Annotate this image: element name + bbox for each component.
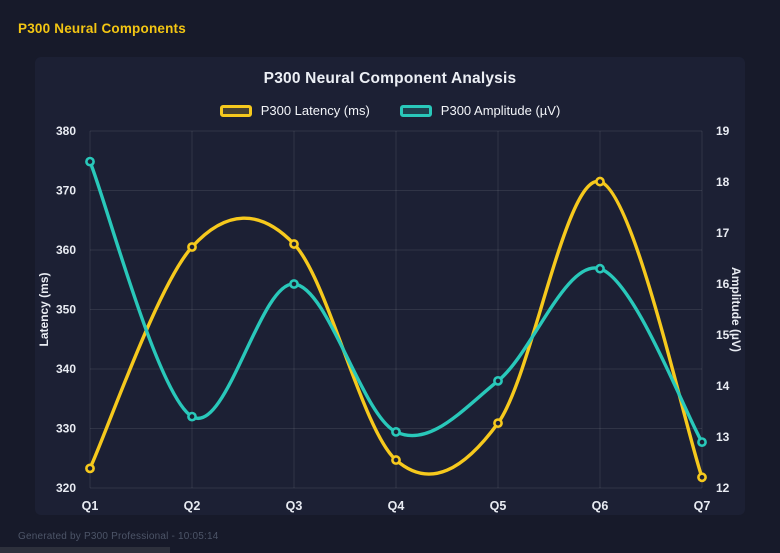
left-axis-tick-label: 330 — [56, 422, 76, 436]
legend-item-amplitude[interactable]: P300 Amplitude (µV) — [399, 103, 561, 118]
latency-point-q3[interactable] — [289, 239, 299, 249]
right-axis-tick-label: 19 — [716, 124, 730, 138]
x-axis-tick-label: Q1 — [82, 499, 99, 513]
left-axis-title: Latency (ms) — [37, 272, 51, 346]
bottom-edge-strip — [0, 547, 170, 553]
latency-legend-swatch — [219, 104, 252, 117]
right-axis-tick-label: 12 — [716, 481, 730, 495]
amplitude-point-q1[interactable] — [85, 156, 95, 167]
right-axis-tick-label: 16 — [716, 277, 730, 291]
legend-label: P300 Amplitude (µV) — [440, 103, 561, 118]
latency-point-q4[interactable] — [391, 455, 401, 465]
chart-card: 320 330 340 350 360 370 380 12 13 14 15 16 17 18 19 Q1 Q… — [35, 57, 745, 515]
legend-item-latency[interactable]: P300 Latency (ms) — [219, 103, 370, 118]
left-axis-tick-label: 350 — [56, 303, 76, 317]
x-axis-tick-label: Q2 — [184, 499, 201, 513]
amplitude-point-q2[interactable] — [187, 411, 197, 422]
right-axis-title: Amplitude (µV) — [729, 267, 743, 352]
amplitude-point-q3[interactable] — [289, 279, 299, 289]
x-axis-tick-label: Q3 — [286, 499, 303, 513]
chart-canvas: 320 330 340 350 360 370 380 12 13 14 15 16 17 18 19 Q1 Q… — [37, 124, 743, 513]
page-title: P300 Neural Components — [18, 21, 186, 36]
latency-point-q5[interactable] — [493, 418, 503, 429]
x-axis-tick-label: Q5 — [490, 499, 507, 513]
right-axis-tick-label: 13 — [716, 430, 730, 444]
latency-point-q7[interactable] — [697, 472, 707, 483]
latency-point-q6[interactable] — [595, 176, 605, 187]
left-axis-tick-label: 370 — [56, 184, 76, 198]
right-axis-tick-label: 18 — [716, 175, 730, 189]
amplitude-point-q6[interactable] — [595, 263, 605, 274]
generated-by-footer: Generated by P300 Professional - 10:05:1… — [18, 531, 219, 542]
amplitude-legend-swatch — [399, 104, 432, 117]
left-axis-tick-label: 380 — [56, 124, 76, 138]
right-axis-tick-label: 14 — [716, 379, 730, 393]
chart-title: P300 Neural Component Analysis — [263, 70, 517, 87]
left-axis-tick-label: 360 — [56, 243, 76, 257]
right-axis-tick-label: 15 — [716, 328, 730, 342]
left-axis-tick-label: 320 — [56, 481, 76, 495]
latency-point-q2[interactable] — [187, 242, 197, 252]
amplitude-point-q5[interactable] — [493, 375, 503, 386]
chart-legend: P300 Latency (ms) P300 Amplitude (µV) — [35, 103, 745, 118]
amplitude-point-q4[interactable] — [391, 426, 401, 437]
right-axis-tick-label: 17 — [716, 226, 730, 240]
amplitude-point-q7[interactable] — [697, 437, 707, 447]
latency-point-q1[interactable] — [85, 463, 95, 474]
x-axis-tick-label: Q6 — [592, 499, 609, 513]
x-axis-tick-label: Q4 — [388, 499, 405, 513]
legend-label: P300 Latency (ms) — [260, 103, 370, 118]
left-axis-tick-label: 340 — [56, 362, 76, 376]
x-axis-tick-label: Q7 — [694, 499, 711, 513]
